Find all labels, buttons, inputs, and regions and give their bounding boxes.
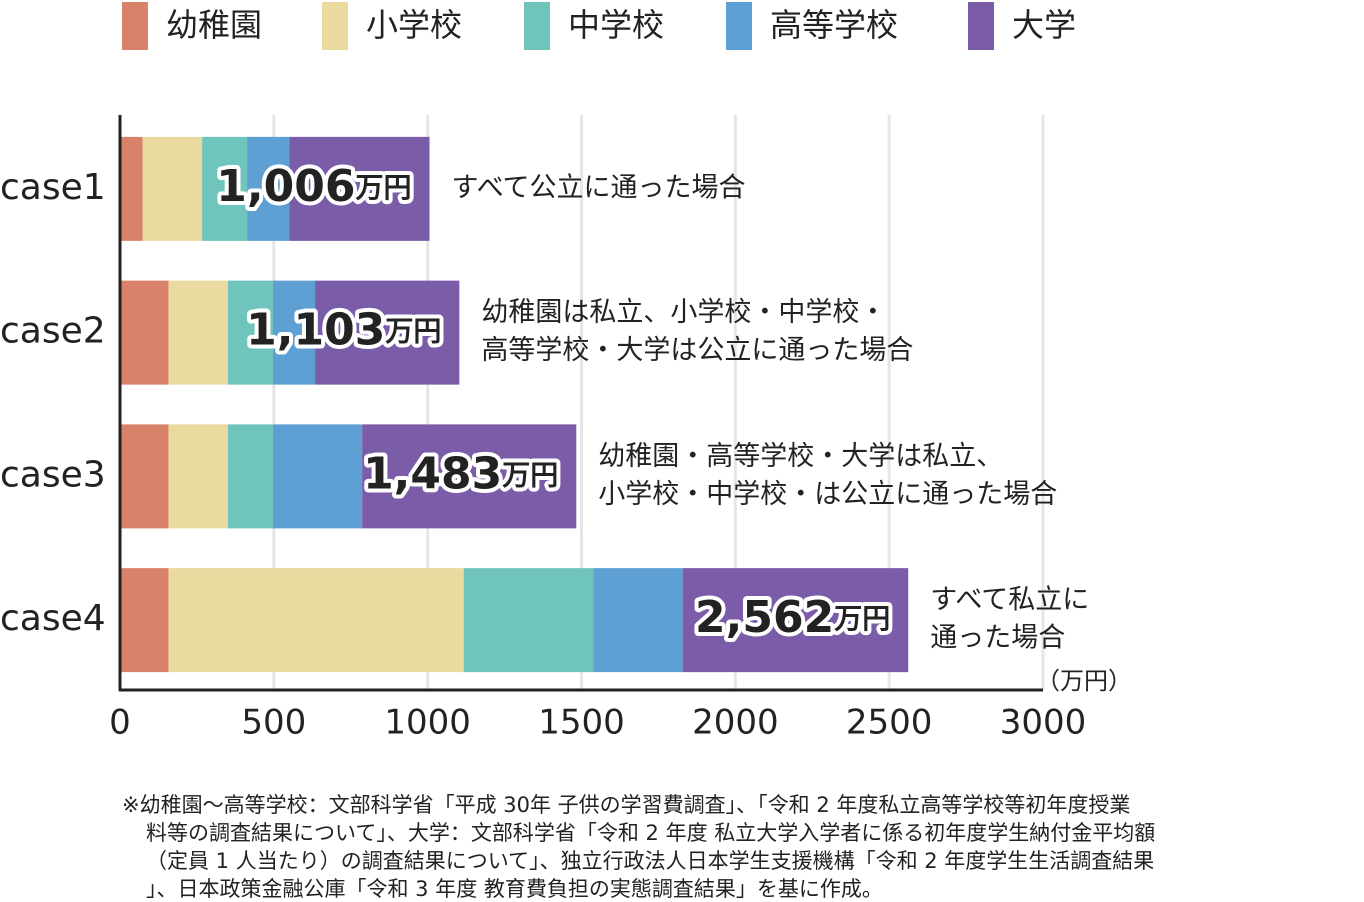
x-tick-label: 2000 — [692, 703, 779, 743]
bar-segment — [227, 424, 273, 529]
annotation: すべて私立に — [930, 585, 1089, 616]
total-unit: 万円 — [355, 171, 411, 204]
total-label: 2,562万円 — [695, 592, 890, 643]
footnote: 料等の調査結果について」、大学：文部科学省「令和 2 年度 私立大学入学者に係る… — [146, 821, 1155, 845]
bar-segment — [247, 136, 290, 241]
total-value: 1,483 — [363, 448, 502, 499]
annotation: 通った場合 — [930, 623, 1065, 654]
annotation: 小学校・中学校・は公立に通った場合 — [598, 479, 1057, 510]
bar-segment — [168, 280, 228, 385]
annotation: 幼稚園・高等学校・大学は私立、 — [598, 441, 1003, 472]
footnote: ※幼稚園〜高等学校：文部科学省「平成 30年 子供の学習費調査」、「令和 2 年… — [122, 793, 1130, 817]
bar-segment — [315, 280, 460, 385]
bar-segment — [362, 424, 577, 529]
legend-label: 中学校 — [568, 6, 664, 44]
legend-swatch — [524, 2, 550, 50]
total-value: 2,562 — [695, 592, 834, 643]
bar-segment — [227, 280, 273, 385]
x-tick-label: 0 — [109, 703, 131, 743]
x-tick-label: 1500 — [538, 703, 625, 743]
bar-segment — [120, 568, 169, 673]
annotation: すべて公立に通った場合 — [452, 172, 746, 203]
bar-segment — [120, 136, 143, 241]
legend-label: 大学 — [1012, 6, 1076, 44]
legend-swatch — [968, 2, 994, 50]
bar-segment — [168, 424, 228, 529]
y-tick-label: case3 — [0, 454, 106, 495]
bar-segment — [272, 424, 363, 529]
y-tick-label: case4 — [0, 598, 106, 639]
bar-segment — [463, 568, 594, 673]
footnote: （定員 1 人当たり）の調査結果について」、独立行政法人日本学生支援機構「令和 … — [146, 849, 1154, 873]
total-label: 1,483万円 — [363, 448, 558, 499]
total-label: 1,103万円 — [246, 305, 441, 356]
total-value: 1,006 — [216, 161, 355, 212]
legend-swatch — [122, 2, 148, 50]
legend-swatch — [322, 2, 348, 50]
bar-segment — [120, 280, 169, 385]
x-tick-label: 2500 — [846, 703, 933, 743]
x-unit-label: （万円） — [1036, 667, 1132, 695]
legend-label: 小学校 — [366, 6, 462, 44]
bar-segment — [120, 424, 169, 529]
bar-segment — [272, 280, 316, 385]
bar-segment — [202, 136, 248, 241]
annotation: 幼稚園は私立、小学校・中学校・ — [481, 297, 886, 328]
legend-label: 高等学校 — [770, 6, 898, 44]
y-tick-label: case2 — [0, 311, 106, 352]
bar-segment — [142, 136, 203, 241]
x-tick-label: 500 — [241, 703, 306, 743]
footnote: 」、日本政策金融公庫「令和 3 年度 教育費負担の実態調査結果」を基に作成。 — [146, 877, 883, 901]
y-tick-label: case1 — [0, 167, 106, 208]
bar-segment — [682, 568, 909, 673]
legend-label: 幼稚園 — [166, 6, 262, 44]
x-tick-label: 3000 — [1000, 703, 1087, 743]
legend-swatch — [726, 2, 752, 50]
x-tick-label: 1000 — [384, 703, 471, 743]
total-label: 1,006万円 — [216, 161, 411, 212]
total-value: 1,103 — [246, 305, 385, 356]
bar-segment — [593, 568, 683, 673]
bar-segment — [289, 136, 430, 241]
total-unit: 万円 — [385, 315, 441, 348]
bar-segment — [168, 568, 464, 673]
total-unit: 万円 — [834, 602, 890, 635]
total-unit: 万円 — [502, 458, 558, 491]
annotation: 高等学校・大学は公立に通った場合 — [481, 335, 913, 366]
